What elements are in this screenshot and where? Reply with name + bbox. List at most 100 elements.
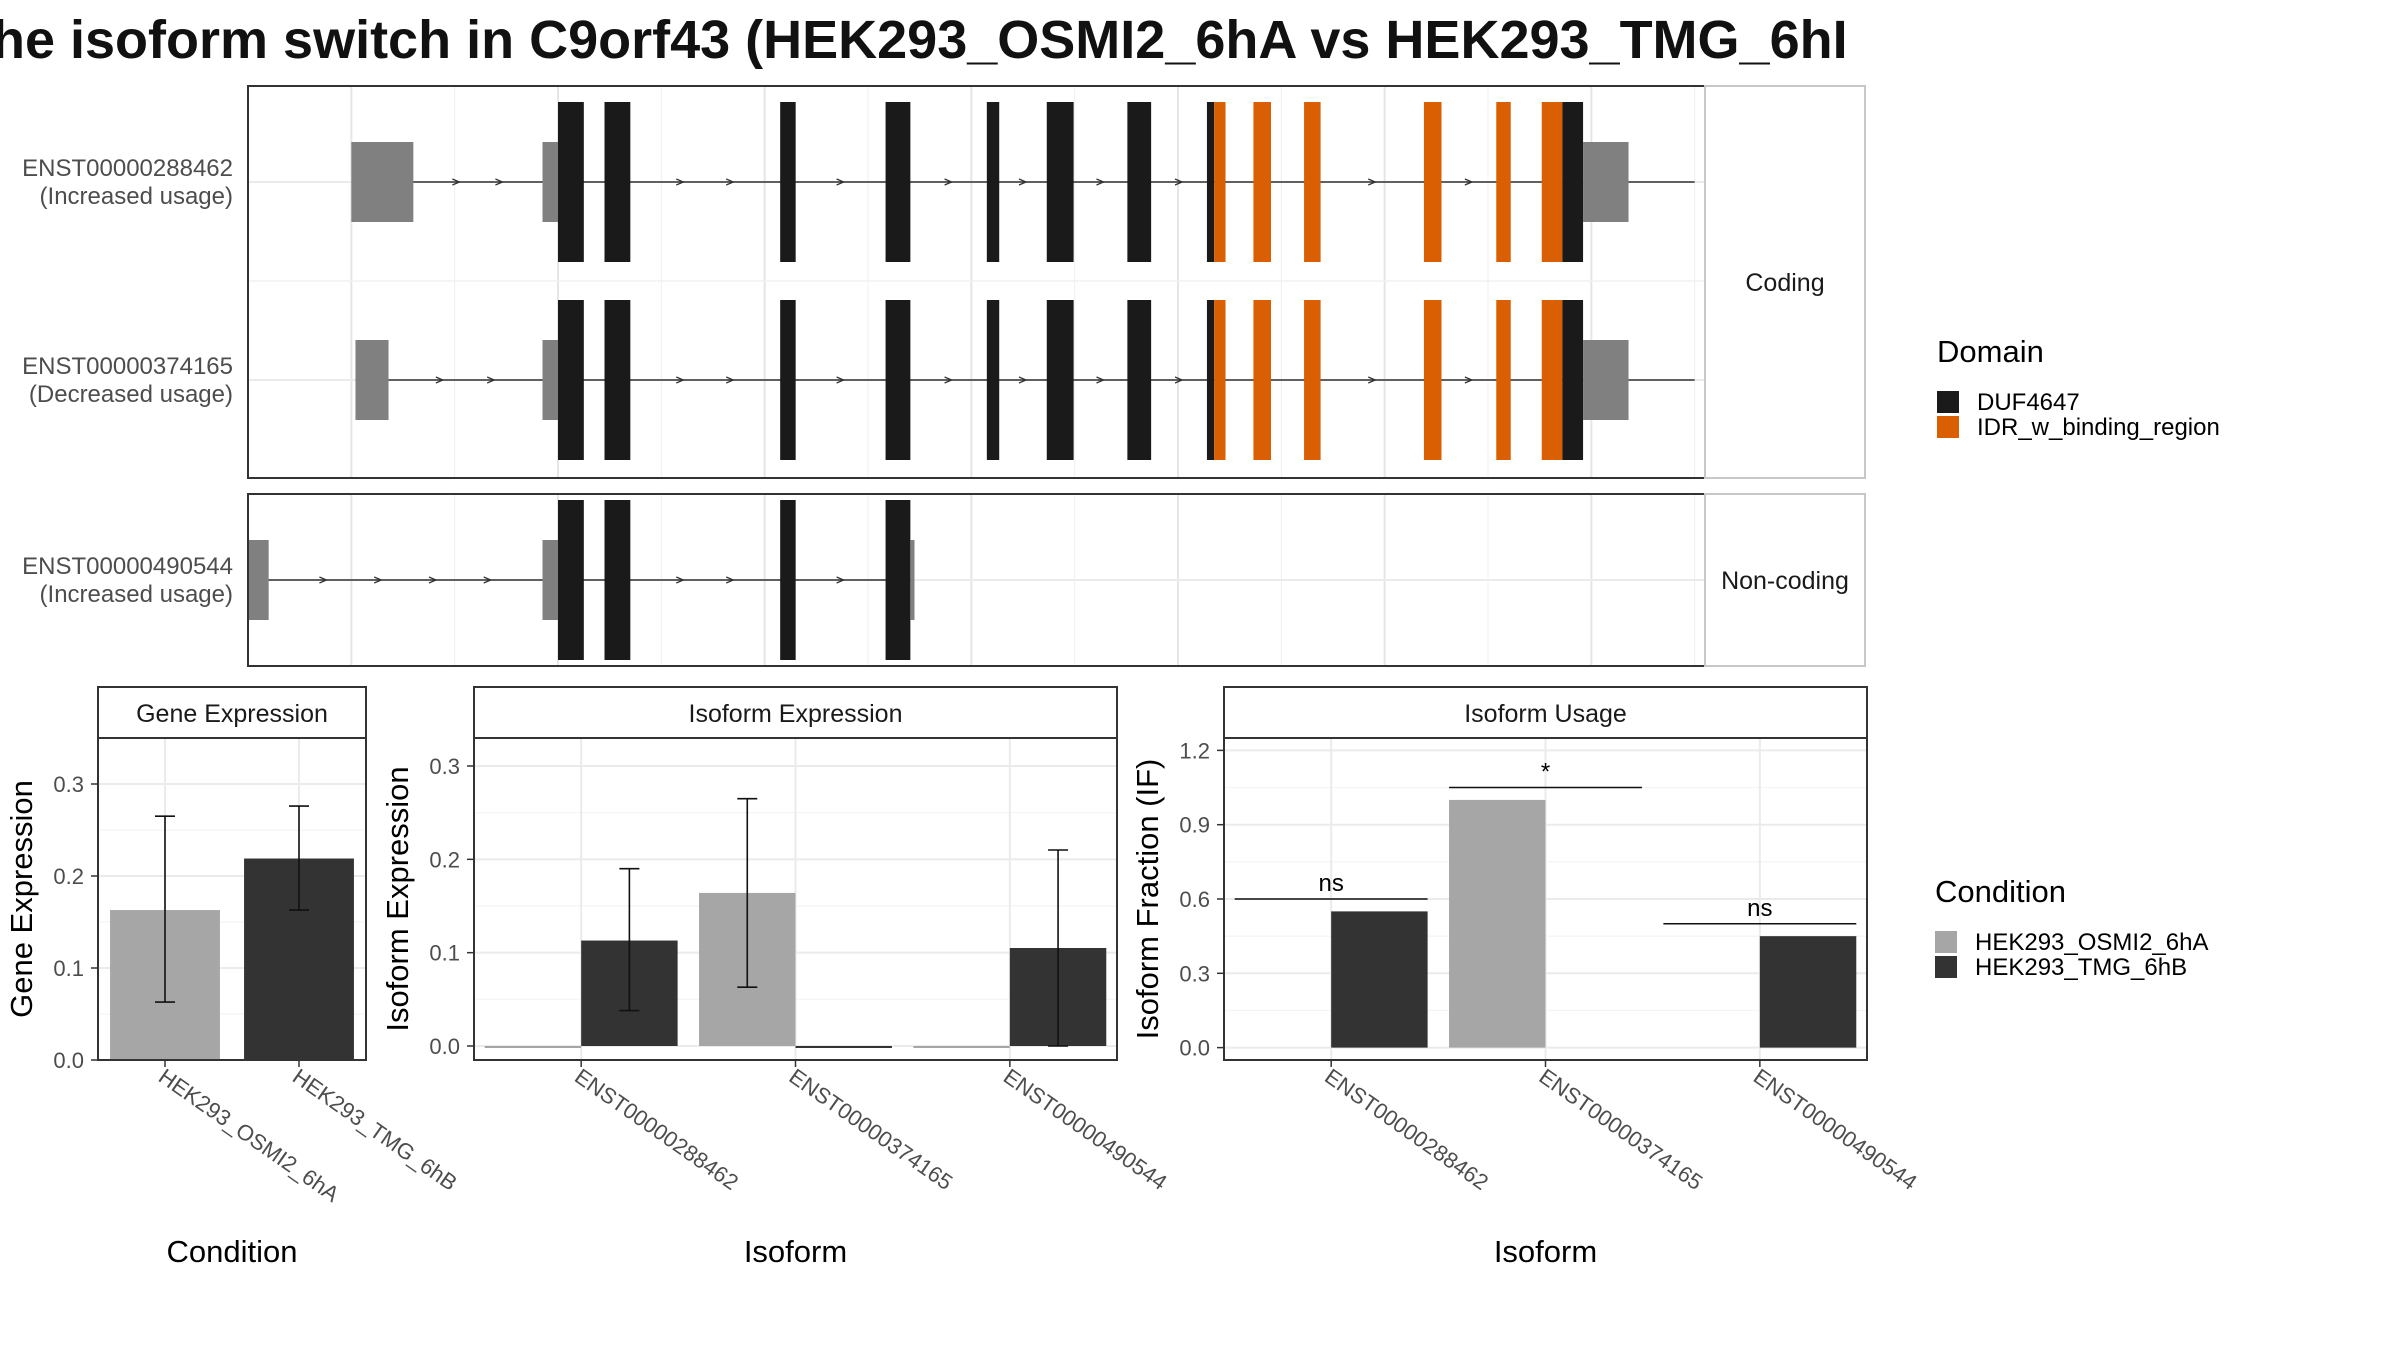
intron-direction-arrow [486,376,496,384]
domain-exon-DUF4647 [1127,300,1152,460]
domain-exon-DUF4647 [1046,102,1074,262]
isoform-usage-label: (Increased usage) [40,581,233,608]
domain-exon-DUF4647 [780,102,796,262]
intron-direction-arrow [483,576,493,584]
utr-exon [1583,340,1629,420]
panel-strip [473,686,1118,739]
domain-exon-DUF4647 [986,300,1000,460]
y-tick-label: 0.3 [53,772,84,797]
y-tick-label: 0.6 [1179,887,1210,912]
y-axis-title: Isoform Expression [380,766,415,1031]
y-axis-title: Gene Expression [4,780,39,1018]
intron-direction-arrow [319,576,329,584]
facet-strip-label: Non-coding [1721,567,1849,595]
domain-exon-DUF4647 [558,102,584,262]
domain-exon-IDR_w_binding_region [1253,300,1271,460]
intron-direction-arrow [1018,178,1028,186]
intron-direction-arrow [836,376,846,384]
facet-strip-label: Coding [1745,269,1824,297]
intron-direction-arrow [1096,178,1106,186]
bar-HEK293_TMG_6hB [1331,911,1428,1048]
x-axis-title: Isoform [1494,1234,1597,1269]
y-tick-label: 0.0 [429,1034,460,1059]
intron-direction-arrow [676,376,685,384]
figure-title: he isoform switch in C9orf43 (HEK293_OSM… [0,10,1848,70]
domain-exon-DUF4647 [1206,102,1215,262]
panel-strip-title: Isoform Usage [1464,700,1627,728]
bar-HEK293_TMG_6hB [795,1046,892,1048]
y-tick-label: 0.3 [1179,961,1210,986]
domain-legend-label: DUF4647 [1977,389,2080,416]
domain-exon-DUF4647 [1206,300,1215,460]
intron-direction-arrow [944,376,954,384]
significance-label: ns [1318,870,1343,897]
utr-exon [355,340,389,420]
transcript-structure-panel: ENST00000288462(Increased usage)ENST0000… [22,85,1866,667]
intron-direction-arrow [1096,376,1106,384]
isoform-usage-label: (Decreased usage) [29,381,233,408]
panel-strip [1223,686,1868,739]
intron-direction-arrow [836,576,846,584]
domain-exon-DUF4647 [1127,102,1152,262]
bar-HEK293_TMG_6hB [1759,936,1857,1048]
intron-direction-arrow [495,178,505,186]
utr-exon [542,540,558,620]
isoform-id-label: ENST00000288462 [22,155,233,182]
bar-HEK293_OSMI2_6hA [913,1046,1010,1048]
domain-exon-IDR_w_binding_region [1214,102,1226,262]
intron-direction-arrow [944,178,954,186]
domain-exon-IDR_w_binding_region [1423,102,1442,262]
panel-strip-title: Gene Expression [136,700,328,728]
domain-exon-IDR_w_binding_region [1253,102,1271,262]
facet-strip [1704,493,1866,667]
condition-legend-swatch [1935,956,1957,978]
domain-exon-DUF4647 [780,300,796,460]
domain-exon-DUF4647 [780,500,796,660]
domain-exon-DUF4647 [558,300,584,460]
x-axis-title: Isoform [744,1234,847,1269]
utr-exon [351,142,414,222]
facet-strip [1704,85,1866,479]
domain-legend-label: IDR_w_binding_region [1977,414,2220,441]
domain-exon-IDR_w_binding_region [1541,300,1563,460]
domain-legend-swatch [1937,391,1959,413]
structure-panel-bg [248,86,1705,478]
intron-direction-arrow [1018,376,1028,384]
domain-exon-DUF4647 [885,300,911,460]
domain-exon-DUF4647 [604,102,631,262]
domain-exon-DUF4647 [986,102,1000,262]
domain-exon-DUF4647 [558,500,584,660]
y-tick-label: 0.9 [1179,813,1210,838]
utr-exon [542,340,558,420]
intron-direction-arrow [1174,376,1184,384]
utr-exon [910,540,915,620]
intron-direction-arrow [1174,178,1184,186]
x-tick-label: ENST00000490544 [1749,1064,1922,1195]
domain-exon-DUF4647 [604,500,631,660]
domain-exon-IDR_w_binding_region [1541,102,1563,262]
y-tick-label: 1.2 [1179,738,1210,763]
significance-label: * [1541,759,1550,786]
utr-exon [248,540,269,620]
domain-exon-IDR_w_binding_region [1423,300,1442,460]
y-tick-label: 0.0 [53,1048,84,1073]
condition-legend-swatch [1935,931,1957,953]
domain-exon-IDR_w_binding_region [1304,300,1321,460]
domain-exon-IDR_w_binding_region [1304,102,1321,262]
intron-direction-arrow [1464,376,1474,384]
x-tick-label: ENST00000374165 [785,1064,958,1195]
x-tick-label: ENST00000374165 [1535,1064,1708,1195]
y-tick-label: 0.2 [429,847,460,872]
condition-legend-label: HEK293_OSMI2_6hA [1975,929,2208,956]
intron-direction-arrow [1464,178,1474,186]
intron-direction-arrow [676,576,685,584]
bar-HEK293_OSMI2_6hA [484,1046,582,1048]
intron-direction-arrow [836,178,846,186]
domain-exon-DUF4647 [885,500,911,660]
intron-direction-arrow [1368,178,1377,186]
condition-legend-label: HEK293_TMG_6hB [1975,954,2187,981]
y-tick-label: 0.1 [53,956,84,981]
x-axis-title: Condition [167,1234,298,1269]
